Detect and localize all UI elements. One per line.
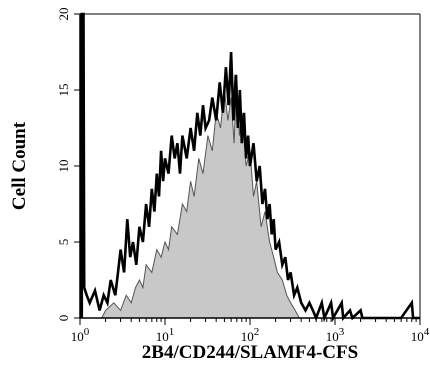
y-tick-label: 15: [56, 84, 71, 97]
x-tick-label: 103: [326, 326, 345, 344]
x-axis-title: 2B4/CD244/SLAMF4-CFS: [142, 342, 358, 363]
y-tick-label: 20: [56, 8, 71, 21]
series-sample-line: [80, 12, 420, 323]
x-tick-label: 101: [156, 326, 175, 344]
series-isotype-control-area: [100, 74, 301, 319]
y-axis-title: Cell Count: [9, 121, 30, 210]
x-tick-label: 100: [71, 326, 90, 344]
plot-area: [80, 12, 420, 323]
axes: 0 5 10 15 20 100 101 102 103 104: [56, 8, 430, 345]
y-tick-label: 5: [56, 239, 71, 246]
y-tick-label: 0: [56, 315, 71, 322]
x-tick-label: 102: [241, 326, 260, 344]
y-tick-label: 10: [56, 160, 71, 173]
x-tick-label: 104: [411, 326, 430, 344]
